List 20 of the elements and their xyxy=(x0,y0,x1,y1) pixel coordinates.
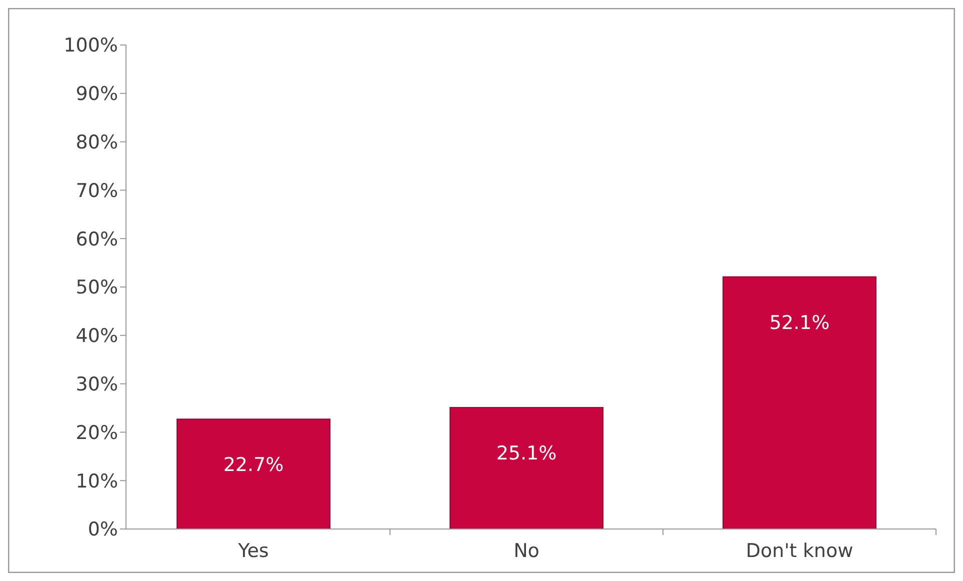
y-tick-label: 0% xyxy=(88,518,118,541)
y-tick-label: 60% xyxy=(76,228,118,250)
data-label: 52.1% xyxy=(769,312,830,334)
y-tick-label: 100% xyxy=(64,34,118,57)
x-tick-label: No xyxy=(514,540,540,562)
y-tick-label: 50% xyxy=(76,276,118,299)
y-tick-label: 10% xyxy=(76,470,118,492)
data-label: 25.1% xyxy=(496,442,557,465)
x-tick-label: Yes xyxy=(237,540,269,562)
y-tick-label: 70% xyxy=(76,180,118,202)
bar xyxy=(176,418,330,530)
bar xyxy=(450,407,604,530)
bar xyxy=(722,276,876,530)
y-tick-label: 30% xyxy=(76,373,118,396)
y-tick-label: 40% xyxy=(76,325,118,348)
x-tick-label: Don't know xyxy=(746,540,854,562)
y-tick-label: 20% xyxy=(76,422,118,444)
data-label: 22.7% xyxy=(223,454,284,476)
y-tick-label: 80% xyxy=(76,131,118,154)
y-tick-label: 90% xyxy=(76,83,118,106)
